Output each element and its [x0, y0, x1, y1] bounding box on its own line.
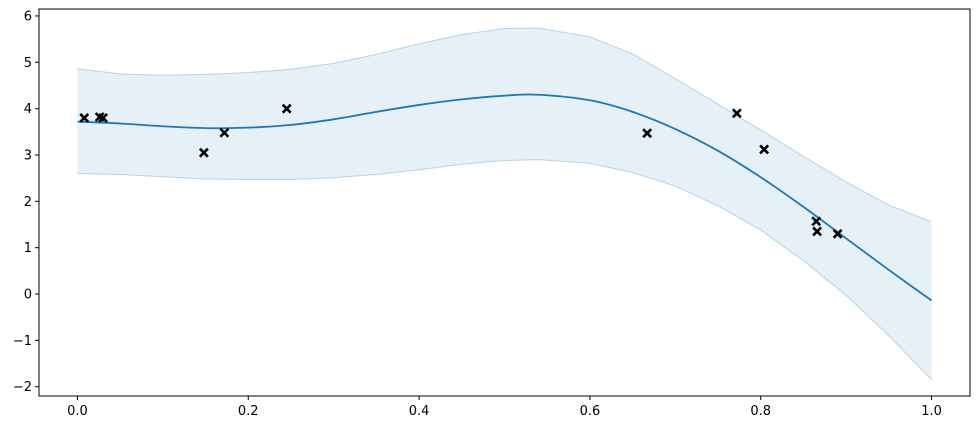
observation-point — [642, 128, 653, 139]
observation-points-layer — [79, 103, 843, 239]
x-axis: 0.0 0.2 0.4 0.6 0.8 1.0 — [67, 396, 942, 419]
observation-point — [731, 108, 742, 119]
confidence-band-layer — [77, 27, 932, 381]
y-tick-label: −1 — [13, 334, 32, 349]
observation-point — [79, 112, 90, 123]
y-tick-label: 1 — [24, 241, 32, 256]
observation-point — [812, 226, 823, 237]
observation-point — [832, 228, 843, 239]
x-tick-label: 0.6 — [580, 404, 601, 419]
observation-point — [281, 103, 292, 114]
mean-line-layer — [77, 93, 933, 302]
x-tick-label: 0.0 — [67, 404, 88, 419]
y-tick-label: 3 — [24, 148, 32, 163]
y-tick-label: 0 — [24, 288, 32, 303]
x-tick-label: 0.2 — [238, 404, 259, 419]
y-tick-label: 5 — [24, 56, 32, 71]
y-tick-label: 6 — [24, 9, 32, 24]
observation-point — [98, 112, 108, 123]
axes-frame — [38, 8, 971, 397]
y-axis: −2 −1 0 1 2 3 4 5 6 — [13, 9, 39, 395]
observation-point — [198, 147, 209, 158]
y-tick-label: 2 — [24, 195, 32, 210]
observation-point — [219, 127, 230, 138]
x-tick-label: 0.4 — [409, 404, 430, 419]
observation-point — [759, 144, 770, 155]
observation-point — [811, 216, 822, 227]
mean-line — [77, 93, 933, 302]
confidence-band-upper-edge — [77, 27, 932, 223]
y-tick-label: −2 — [13, 380, 32, 395]
x-tick-label: 1.0 — [921, 404, 942, 419]
x-tick-label: 0.8 — [750, 404, 771, 419]
confidence-band-lower-edge — [77, 159, 932, 381]
y-tick-label: 4 — [24, 102, 32, 117]
confidence-band-area — [77, 28, 932, 380]
